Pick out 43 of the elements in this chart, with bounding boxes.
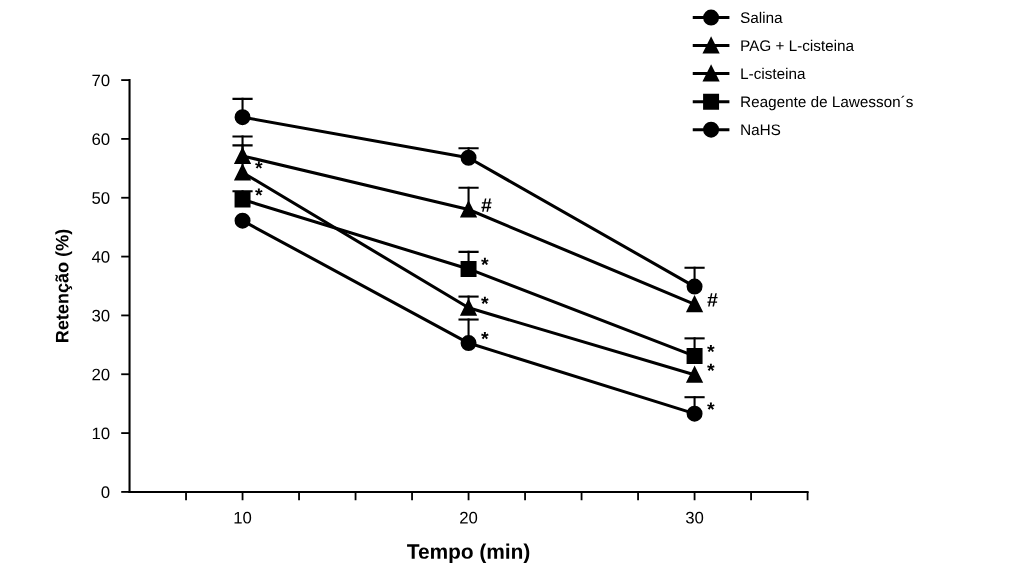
y-tick-label: 0	[101, 486, 110, 499]
y-tick-label: 30	[92, 309, 110, 322]
y-tick-label: 20	[92, 368, 110, 381]
point	[686, 405, 703, 422]
point	[234, 147, 251, 164]
annotation: *	[481, 257, 489, 266]
x-tick-label: 20	[460, 511, 478, 524]
legend-label: PAG + L-cisteina	[741, 39, 855, 52]
point	[686, 348, 703, 364]
y-tick-label: 40	[91, 250, 110, 263]
point	[460, 335, 477, 352]
annotation: *	[255, 161, 263, 169]
point	[234, 191, 251, 208]
point	[460, 299, 477, 316]
annotation: *	[707, 402, 715, 410]
annotation: #	[481, 198, 492, 212]
y-axis-title: Retenção (%)	[55, 229, 73, 342]
annotation: *	[707, 363, 715, 371]
point	[460, 149, 477, 166]
y-tick-label: 50	[92, 192, 110, 204]
legend-label: Salina	[740, 11, 783, 24]
annotation: *	[255, 188, 263, 196]
annotation: #	[707, 293, 718, 307]
point	[686, 296, 703, 313]
annotation: *	[481, 331, 489, 340]
legend-label: NaHS	[741, 124, 781, 136]
point	[234, 109, 251, 126]
legend-label: Reagente de Lawesson´s	[741, 95, 913, 111]
annotation: *	[707, 344, 715, 353]
x-tick-label: 10	[234, 511, 252, 524]
point	[234, 164, 251, 181]
y-tick-label: 70	[92, 74, 110, 87]
point	[460, 260, 477, 277]
point	[234, 212, 251, 229]
point	[460, 201, 477, 218]
point	[686, 366, 703, 383]
x-axis-title: Tempo (min)	[407, 543, 530, 563]
legend-label: L-cisteina	[741, 67, 806, 80]
annotation: *	[481, 296, 489, 304]
y-tick-label: 10	[92, 427, 110, 440]
x-tick-label: 30	[685, 511, 704, 524]
point	[686, 278, 703, 295]
y-tick-label: 60	[92, 133, 110, 146]
